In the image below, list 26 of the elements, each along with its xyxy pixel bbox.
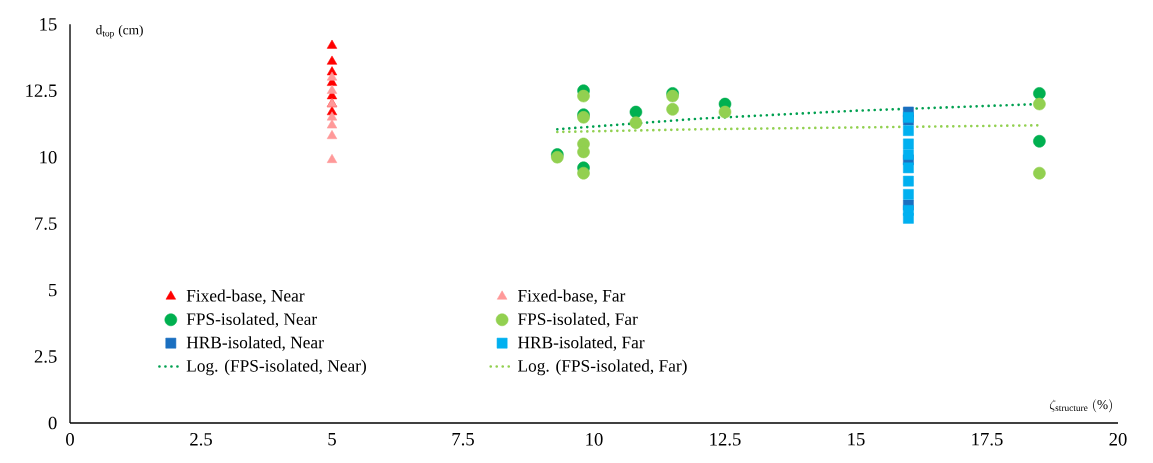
x-tick-label: 10 <box>586 433 603 446</box>
y-tick-label: 2.5 <box>34 350 57 363</box>
y-tick-label: 5 <box>49 283 57 297</box>
legend-label: FPS-isolated, Near <box>186 312 317 328</box>
x-tick-label: 12.5 <box>710 433 741 446</box>
x-tick-label: 17.5 <box>972 433 1003 446</box>
x-tick-label: 15 <box>848 433 865 446</box>
legend-label: Log. (FPS-isolated, Far) <box>518 359 687 376</box>
x-tick-label: 20 <box>1109 433 1127 446</box>
legend-label: Fixed-base, Near <box>186 289 305 305</box>
y-axis-title: d$_{top}$ (cm) <box>96 25 143 39</box>
y-tick-label: 0 <box>48 416 57 430</box>
x-tick-label: 7.5 <box>452 433 474 446</box>
legend-label: FPS-isolated, Far <box>518 312 638 328</box>
legend-label: HRB-isolated, Near <box>186 336 324 351</box>
y-tick-label: 10 <box>40 150 57 164</box>
legend-label: Log. (FPS-isolated, Near) <box>186 359 366 376</box>
legend-label: HRB-isolated, Far <box>518 336 645 351</box>
legend-label: Fixed-base, Far <box>518 289 626 305</box>
y-tick-label: 15 <box>40 18 57 31</box>
y-tick-label: 7.5 <box>35 217 57 230</box>
x-tick-label: 0 <box>66 433 74 446</box>
x-axis-title: $\zeta_{\mathrm{structure}}\ (\%)$ <box>1049 398 1112 413</box>
x-tick-label: 5 <box>328 433 336 446</box>
y-tick-label: 12.5 <box>26 84 57 98</box>
x-tick-label: 2.5 <box>190 433 212 446</box>
